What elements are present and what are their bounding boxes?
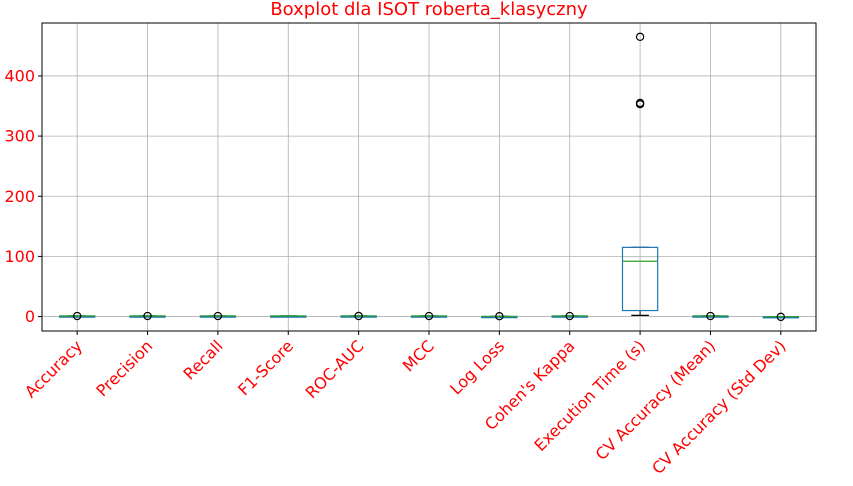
x-tick-label: Accuracy	[21, 336, 86, 401]
outlier-point	[706, 311, 715, 321]
box-6	[481, 312, 518, 321]
box-0	[58, 311, 96, 321]
x-axis: Accuracy Precision Recall F1-Score ROC-AUC MC…	[21, 331, 790, 478]
box-layer	[58, 32, 800, 322]
outlier-point	[565, 311, 574, 321]
box-1	[129, 311, 166, 321]
box-iqr	[621, 246, 659, 312]
x-tick-label: Recall	[180, 336, 227, 383]
x-tick-label: F1-Score	[234, 336, 297, 399]
outlier-point	[143, 311, 152, 321]
chart-title: Boxplot dla ISOT roberta_klasyczny	[270, 0, 588, 20]
outlier-point	[213, 311, 223, 321]
box-5	[410, 311, 448, 321]
outlier-point	[354, 311, 363, 321]
box-3	[270, 315, 307, 318]
box-9	[692, 311, 729, 321]
grid-layer	[42, 23, 816, 331]
y-tick-label: 0	[25, 307, 35, 326]
outlier-point	[635, 32, 645, 42]
box-10	[762, 312, 800, 322]
y-tick-label: 400	[4, 66, 35, 85]
y-tick-label: 200	[4, 187, 35, 206]
x-tick-label: MCC	[399, 336, 438, 375]
x-tick-label: ROC-AUC	[302, 336, 368, 402]
y-tick-label: 100	[4, 247, 35, 266]
x-tick-label: Precision	[92, 336, 156, 400]
box-2	[199, 311, 237, 321]
y-tick-label: 300	[4, 127, 35, 146]
box-7	[551, 311, 588, 321]
x-tick-label: Log Loss	[446, 336, 508, 398]
x-tick-label: CV Accuracy (Mean)	[592, 336, 720, 464]
outlier-point	[635, 98, 645, 108]
box-8	[621, 32, 659, 316]
x-tick-label: CV Accuracy (Std Dev)	[648, 336, 790, 478]
outlier-point	[424, 311, 434, 321]
outlier-point	[776, 312, 786, 322]
outlier-point	[495, 312, 504, 321]
y-axis: 0 100 200 300 400	[4, 66, 42, 326]
box-4	[340, 311, 377, 321]
outlier-point	[72, 311, 82, 321]
